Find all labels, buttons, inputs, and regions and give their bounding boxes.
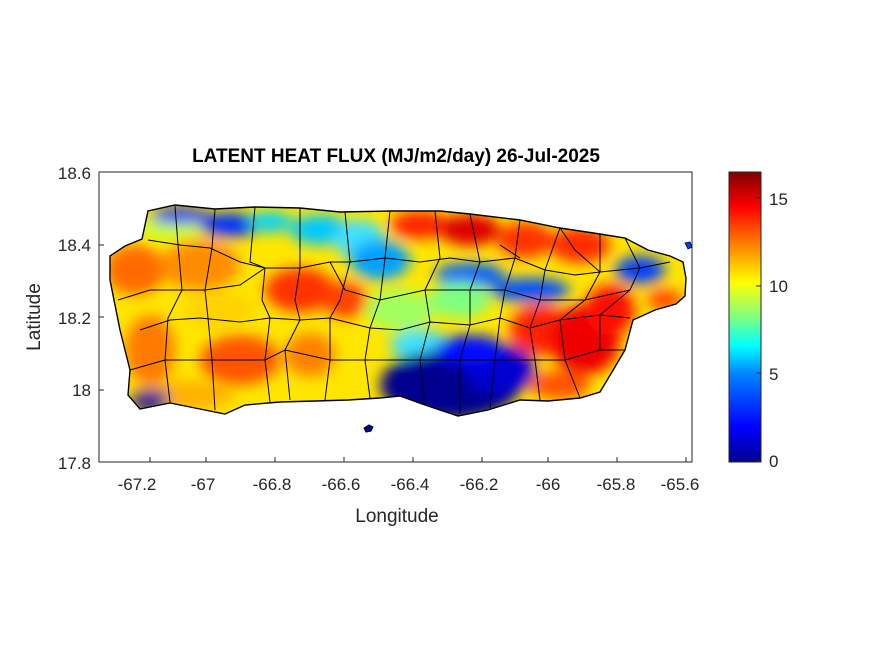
y-tick-label: 17.8 bbox=[58, 454, 91, 473]
x-tick-label: -66.6 bbox=[322, 475, 361, 494]
x-tick-label: -66.4 bbox=[391, 475, 430, 494]
x-tick-label: -67 bbox=[191, 475, 216, 494]
y-tick-label: 18.6 bbox=[58, 164, 91, 183]
x-tick-label: -66.8 bbox=[253, 475, 292, 494]
x-axis-label: Longitude bbox=[355, 506, 438, 527]
y-tick-label: 18.4 bbox=[58, 236, 91, 255]
small-island bbox=[363, 424, 374, 433]
y-axis-label: Latitude bbox=[24, 283, 45, 351]
colorbar-tick-label: 15 bbox=[769, 190, 788, 209]
colorbar-tick-label: 0 bbox=[769, 452, 778, 471]
x-tick-label: -66.2 bbox=[460, 475, 499, 494]
colorbar-ticks bbox=[756, 197, 761, 462]
x-tick-label: -67.2 bbox=[118, 475, 157, 494]
small-island bbox=[684, 241, 693, 250]
x-ticks bbox=[149, 457, 687, 462]
colorbar bbox=[728, 171, 762, 463]
y-ticks bbox=[99, 171, 104, 463]
y-tick-label: 18 bbox=[72, 381, 91, 400]
colorbar-tick-label: 10 bbox=[769, 277, 788, 296]
municipality-boundaries bbox=[117, 205, 671, 414]
colorbar-tick-label: 5 bbox=[769, 365, 778, 384]
chart-title: LATENT HEAT FLUX (MJ/m2/day) 26-Jul-2025 bbox=[192, 146, 600, 167]
x-tick-label: -65.6 bbox=[661, 475, 700, 494]
x-tick-label: -66 bbox=[536, 475, 561, 494]
y-tick-label: 18.2 bbox=[58, 309, 91, 328]
x-tick-label: -65.8 bbox=[597, 475, 636, 494]
